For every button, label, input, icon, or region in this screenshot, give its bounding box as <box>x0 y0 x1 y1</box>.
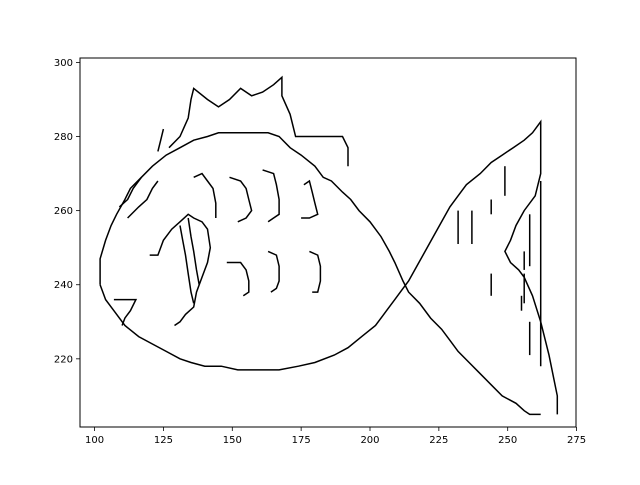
y-tick-label-1: 240 <box>54 280 73 291</box>
x-tick-label-2: 150 <box>223 435 242 446</box>
series-layer <box>99 75 559 416</box>
series-line-8 <box>127 180 159 219</box>
series-line-2 <box>168 75 349 167</box>
series-line-7 <box>118 176 143 208</box>
x-tick-label-0: 100 <box>85 435 104 446</box>
x-tick-label-1: 125 <box>154 435 173 446</box>
series-line-6 <box>187 217 200 285</box>
series-line-14 <box>226 261 250 297</box>
series-line-13 <box>301 179 319 219</box>
series-line-0 <box>99 132 541 416</box>
series-line-4 <box>149 213 212 327</box>
series-line-16 <box>309 250 322 293</box>
plot-area-frame <box>79 57 577 428</box>
series-line-10 <box>193 172 217 218</box>
series-line-3 <box>157 128 165 152</box>
series-line-9 <box>113 298 138 326</box>
x-tick-label-3: 175 <box>292 435 311 446</box>
series-line-15 <box>267 250 280 293</box>
series-line-11 <box>229 176 253 223</box>
y-tick-label-2: 260 <box>54 206 73 217</box>
series-line-12 <box>262 169 280 223</box>
y-tick-label-3: 280 <box>54 132 73 143</box>
x-tick-label-5: 225 <box>429 435 448 446</box>
series-line-1 <box>99 119 559 415</box>
y-tick-label-0: 220 <box>54 354 73 365</box>
series-line-5 <box>179 225 195 304</box>
axes-layer: 100 125 150 175 200 225 250 275 220 240 260 280 300 <box>54 58 586 446</box>
x-tick-label-4: 200 <box>360 435 379 446</box>
plot-area-background <box>80 58 576 427</box>
y-tick-label-4: 300 <box>54 58 73 69</box>
x-tick-label-6: 250 <box>498 435 517 446</box>
x-tick-label-7: 275 <box>567 435 586 446</box>
